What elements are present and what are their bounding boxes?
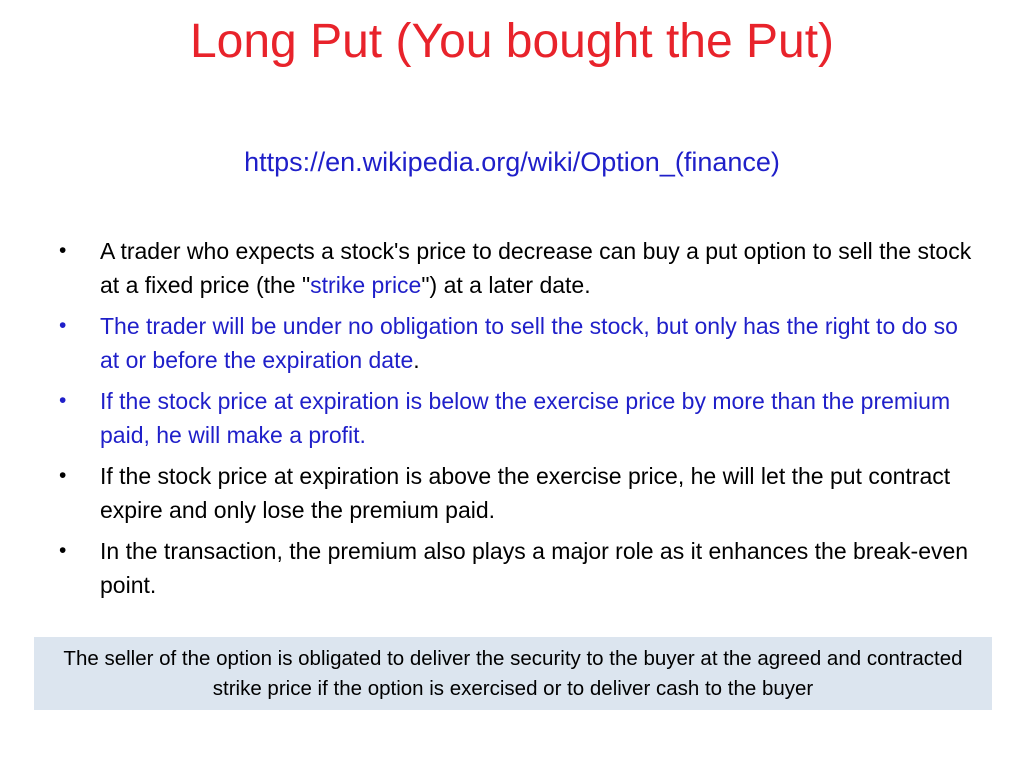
slide-title: Long Put (You bought the Put) — [189, 15, 835, 68]
bullet-marker: • — [59, 314, 67, 337]
strike-price-link[interactable]: strike price — [310, 272, 422, 298]
bullet-marker: • — [59, 464, 67, 487]
bullet-item-break-even: • In the transaction, the premium also p… — [55, 534, 975, 602]
bullet-item-expire: • If the stock price at expiration is ab… — [55, 459, 975, 527]
bullet-text: A trader who expects a stock's price to … — [100, 238, 972, 298]
bullet-text: If the stock price at expiration is abov… — [100, 463, 951, 523]
bullet-marker: • — [59, 539, 67, 562]
wikipedia-source-link[interactable]: https://en.wikipedia.org/wiki/Option_(fi… — [244, 147, 780, 177]
bullet-text: If the stock price at expiration is belo… — [100, 388, 951, 448]
bullet-marker: • — [59, 239, 67, 262]
bullet-list: • A trader who expects a stock's price t… — [55, 234, 975, 609]
seller-obligation-note: The seller of the option is obligated to… — [34, 637, 992, 710]
bullet-text: In the transaction, the premium also pla… — [100, 538, 969, 598]
bullet-text: ") at a later date. — [421, 272, 591, 298]
bullet-item-no-obligation: • The trader will be under no obligation… — [55, 309, 975, 377]
bullet-text: The trader will be under no obligation t… — [100, 313, 958, 373]
bullet-text: . — [413, 347, 420, 373]
bullet-marker: • — [59, 389, 67, 412]
bullet-item-strike-price: • A trader who expects a stock's price t… — [55, 234, 975, 302]
bullet-item-profit: • If the stock price at expiration is be… — [55, 384, 975, 452]
